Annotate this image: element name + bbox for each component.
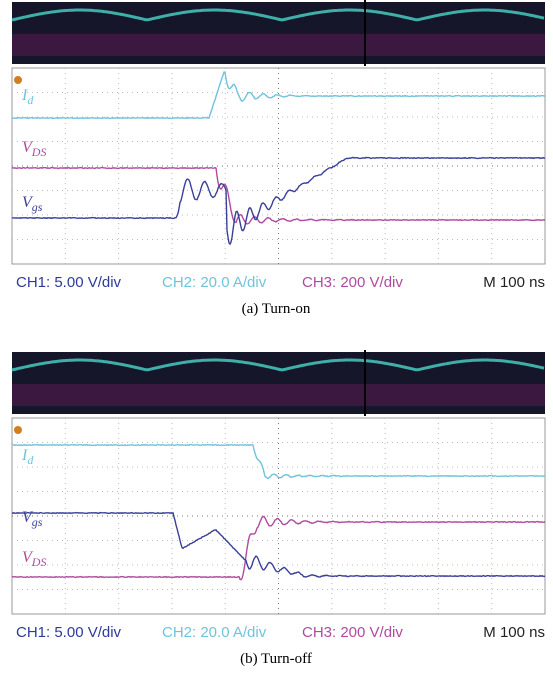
channel-setting: CH2: 20.0 A/div [162, 624, 267, 641]
strip-band [12, 34, 545, 56]
label-sub: gs [32, 515, 43, 529]
label-sub: DS [31, 555, 47, 569]
trigger-marker [14, 76, 22, 84]
label-sub: DS [31, 145, 47, 159]
screen [12, 68, 545, 264]
figure: IdVDSVgsCH1: 5.00 V/divCH2: 20.0 A/divCH… [0, 0, 553, 677]
channel-setting: CH3: 200 V/div [302, 624, 403, 641]
scope-panel: IdVDSVgsCH1: 5.00 V/divCH2: 20.0 A/divCH… [12, 350, 545, 667]
caption: (b) Turn-off [240, 651, 312, 667]
scope-panel: IdVDSVgsCH1: 5.00 V/divCH2: 20.0 A/divCH… [12, 0, 545, 317]
channel-setting: CH1: 5.00 V/div [16, 624, 122, 641]
label-sub: gs [32, 200, 43, 214]
timebase: M 100 ns [483, 274, 545, 291]
label-sub: d [27, 93, 34, 107]
caption: (a) Turn-on [242, 301, 311, 317]
channel-setting: CH1: 5.00 V/div [16, 274, 122, 291]
label-sub: d [27, 453, 34, 467]
channel-setting: CH2: 20.0 A/div [162, 274, 267, 291]
timebase: M 100 ns [483, 624, 545, 641]
screen [12, 418, 545, 614]
strip-band [12, 384, 545, 406]
trigger-marker [14, 426, 22, 434]
channel-setting: CH3: 200 V/div [302, 274, 403, 291]
